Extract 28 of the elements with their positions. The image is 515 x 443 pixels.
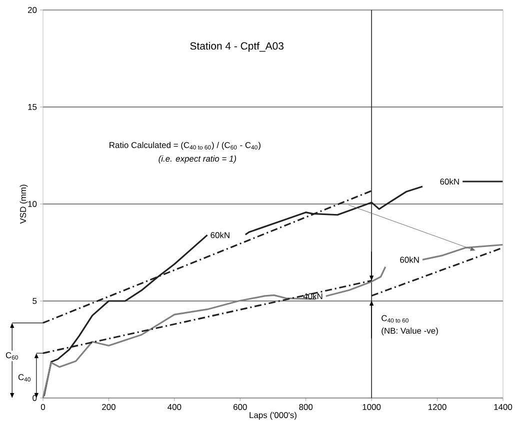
text: C$_{60}$ [6, 352, 18, 360]
y-tick-label: 10 [28, 201, 37, 207]
series-label: 60kN [210, 232, 230, 238]
x-tick-label: 800 [299, 404, 313, 410]
y-axis-title: VSD (mm) [20, 184, 28, 224]
annotation: C$_{40 to 60}$ [382, 315, 408, 323]
annotation: (i.e. expect ratio = 1) [158, 155, 236, 164]
series-label: 60kN [400, 256, 419, 263]
x-tick-label: 1400 [494, 404, 512, 410]
y-tick-label: 20 [28, 7, 37, 13]
annotation: Ratio Calculated = (C$_{40 to 60}$) / (C$_{60}$ - C$_{40}$) [110, 142, 260, 150]
line-series [422, 244, 504, 260]
y-tick-label: 5 [32, 298, 37, 304]
text: Station 4 - Cptf_A03 [190, 42, 284, 52]
series-label: 40kN [303, 293, 322, 300]
x-tick-label: 200 [102, 404, 116, 410]
y-tick-label: 15 [28, 104, 37, 110]
x-tick-label: 600 [234, 404, 247, 410]
series-label: 60kN [440, 178, 459, 185]
line-series [325, 266, 386, 297]
x-tick-label: 0 [40, 404, 46, 410]
x-axis-title: Laps ('000's) [250, 412, 296, 420]
text: C$_{40}$ [18, 374, 30, 382]
x-tick-label: 1200 [428, 404, 446, 410]
x-tick-label: 400 [168, 404, 182, 410]
x-tick-label: 1000 [362, 404, 381, 410]
annotation: (NB: Value -ve) [382, 328, 438, 336]
y-tick-label: 0 [32, 395, 37, 401]
